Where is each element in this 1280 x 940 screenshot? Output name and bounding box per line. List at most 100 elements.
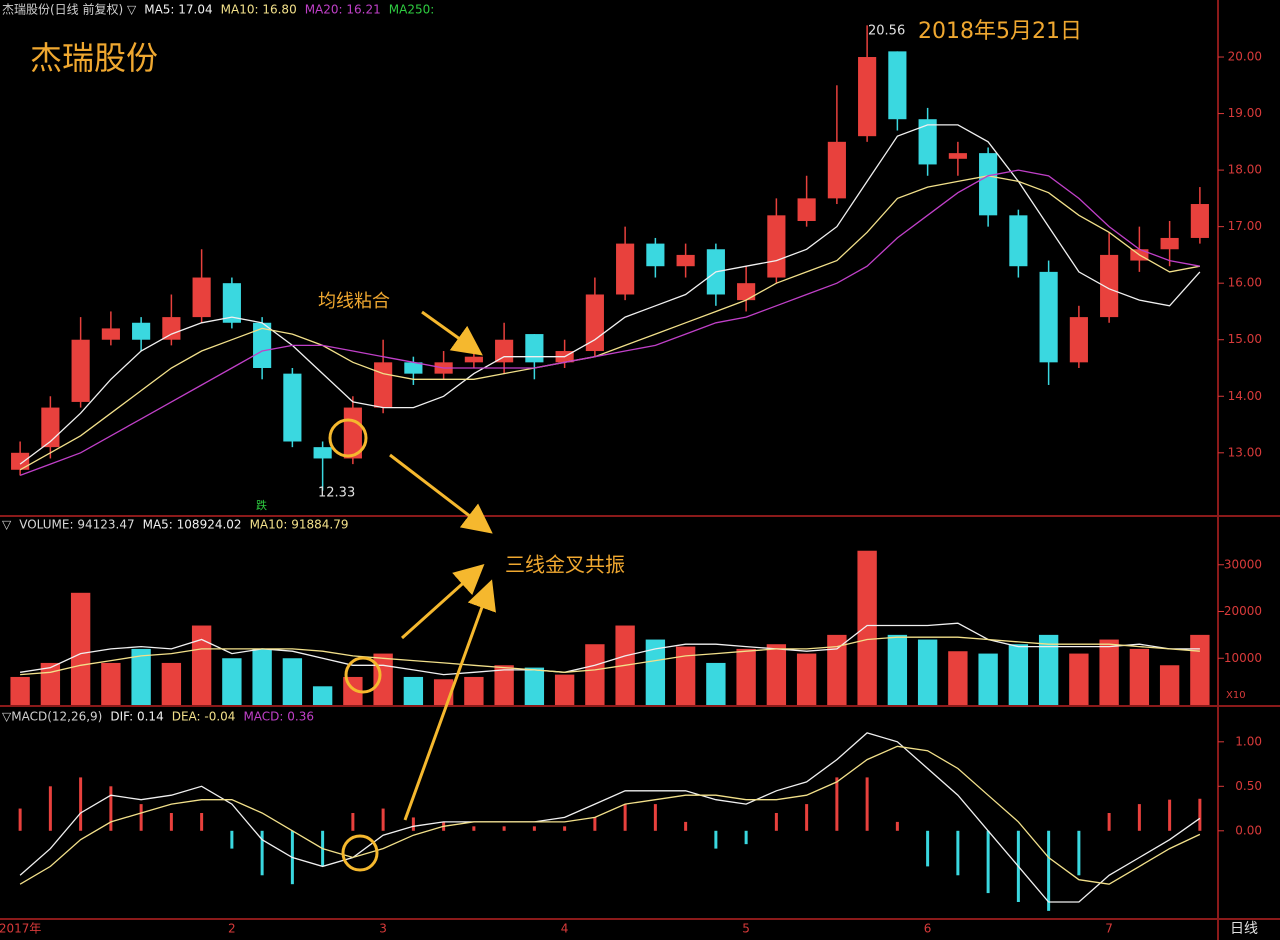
y-tick-label: 15.00 bbox=[1228, 332, 1262, 346]
candle-body bbox=[283, 373, 302, 442]
volume-bar bbox=[1069, 653, 1089, 705]
volume-bar bbox=[645, 639, 666, 705]
volume-bar bbox=[1038, 634, 1059, 705]
ma-line bbox=[19, 124, 1201, 465]
candle-body bbox=[404, 362, 423, 374]
candle-body bbox=[192, 277, 211, 318]
candle-body bbox=[11, 452, 30, 470]
highlight-circle bbox=[328, 418, 368, 458]
macd-line bbox=[19, 745, 1201, 885]
candle-body bbox=[858, 57, 877, 137]
volume-bar bbox=[857, 550, 877, 705]
candle-body bbox=[888, 51, 907, 120]
y-tick-label: 16.00 bbox=[1228, 276, 1262, 290]
candle-body bbox=[495, 339, 514, 363]
period-label: 日线 bbox=[1230, 921, 1258, 937]
legend-label: MA5: 17.04 bbox=[144, 3, 212, 17]
y-tick-label: 20.00 bbox=[1228, 50, 1262, 64]
annotation: 三线金叉共振 bbox=[505, 553, 625, 577]
high-label: 20.56 bbox=[868, 24, 905, 39]
volume-bar bbox=[1129, 648, 1150, 705]
volume-bar bbox=[766, 644, 787, 705]
y-tick-label: 17.00 bbox=[1228, 219, 1262, 233]
ma-line bbox=[20, 636, 1200, 676]
candle-body bbox=[797, 198, 816, 221]
legend-label: VOLUME: 94123.47 bbox=[19, 518, 134, 532]
y-tick-label: 0.00 bbox=[1235, 823, 1262, 837]
legend-label: ▽ bbox=[2, 518, 12, 532]
ma-line bbox=[19, 169, 1201, 477]
volume-bar bbox=[887, 634, 908, 705]
low-label: 12.33 bbox=[318, 486, 355, 501]
candle-body bbox=[827, 141, 846, 199]
candle-body bbox=[979, 153, 998, 216]
volume-bar bbox=[312, 686, 333, 705]
x-tick-label: 7 bbox=[1105, 922, 1113, 936]
arrow bbox=[400, 563, 485, 640]
volume-bar bbox=[191, 625, 212, 705]
volume-bar bbox=[917, 639, 938, 705]
volume-bar bbox=[1099, 639, 1119, 705]
candle-body bbox=[253, 322, 272, 368]
candle-body bbox=[1100, 254, 1119, 318]
x-tick-label: 2 bbox=[228, 922, 236, 936]
volume-bar bbox=[464, 676, 484, 705]
candle-body bbox=[525, 334, 544, 363]
annotation: 均线粘合 bbox=[318, 291, 390, 312]
legend-label: MA20: 16.21 bbox=[305, 3, 381, 17]
candle-body bbox=[737, 283, 756, 301]
volume-bar bbox=[827, 634, 847, 705]
legend-label: MA10: 16.80 bbox=[221, 3, 297, 17]
y-tick-label: 19.00 bbox=[1228, 106, 1262, 120]
volume-bar bbox=[524, 667, 545, 705]
legend-label: ▽MACD(12,26,9) bbox=[2, 710, 102, 724]
candle-body bbox=[1160, 237, 1179, 250]
candle-body bbox=[464, 356, 483, 363]
volume-bar bbox=[1190, 634, 1210, 705]
candle-body bbox=[222, 283, 241, 323]
arrow bbox=[403, 579, 496, 821]
candle-body bbox=[948, 153, 967, 159]
arrow bbox=[421, 310, 483, 356]
arrow bbox=[389, 453, 493, 534]
y-tick-label: 18.00 bbox=[1228, 163, 1262, 177]
x-tick-label: 4 bbox=[561, 922, 569, 936]
ma-line bbox=[20, 622, 1200, 676]
legend-label: MA250: bbox=[389, 3, 435, 17]
x-tick-label: 5 bbox=[742, 922, 750, 936]
candle-body bbox=[616, 243, 635, 295]
y-tick-label: 14.00 bbox=[1228, 389, 1262, 403]
legend-label: MA5: 108924.02 bbox=[143, 518, 242, 532]
volume-bar bbox=[252, 648, 272, 705]
volume-bar bbox=[222, 658, 242, 705]
volume-bar bbox=[10, 676, 30, 705]
candle-body bbox=[101, 328, 120, 340]
candle-body bbox=[1009, 215, 1028, 267]
x-tick-label: 2017年 bbox=[0, 922, 41, 936]
volume-bar bbox=[70, 592, 91, 705]
candle-body bbox=[676, 254, 695, 267]
macd-line bbox=[19, 732, 1201, 903]
legend-label: MACD: 0.36 bbox=[243, 710, 314, 724]
volume-bar bbox=[706, 662, 726, 705]
candle-body bbox=[646, 243, 665, 267]
legend-label: DEA: -0.04 bbox=[172, 710, 236, 724]
volume-bar bbox=[978, 653, 998, 705]
legend-label: DIF: 0.14 bbox=[110, 710, 163, 724]
candle-body bbox=[132, 322, 151, 340]
candle-body bbox=[918, 119, 937, 165]
legend-label: MA10: 91884.79 bbox=[250, 518, 349, 532]
volume-bar bbox=[101, 662, 121, 705]
volume-bar bbox=[494, 665, 514, 705]
candle-body bbox=[313, 447, 332, 459]
volume-bar bbox=[161, 662, 182, 705]
unit-label: X10 bbox=[1226, 690, 1246, 701]
legend-label: 杰瑞股份(日线 前复权) ▽ bbox=[2, 2, 137, 17]
date-label: 2018年5月21日 bbox=[918, 19, 1082, 44]
x-tick-label: 3 bbox=[379, 922, 387, 936]
volume-bar bbox=[1008, 644, 1029, 705]
y-tick-label: 0.50 bbox=[1235, 779, 1262, 793]
